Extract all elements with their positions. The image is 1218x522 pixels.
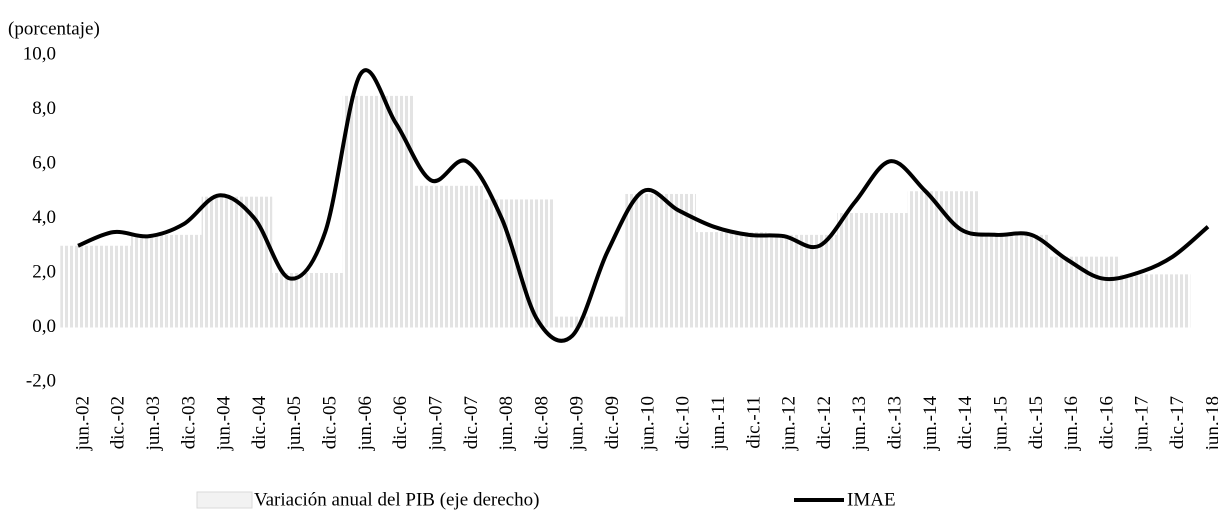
y-tick-label: 4,0 [32,207,56,228]
bar [201,196,237,328]
x-tick-label: dic.-14 [955,396,976,450]
bar [872,213,908,328]
x-tick-label: jun.-09 [567,396,588,451]
x-tick-label: jun.-04 [214,396,235,452]
x-tick-label: jun.-17 [1132,396,1153,451]
x-tick-label: jun.-05 [284,396,305,451]
bar [1084,256,1120,328]
x-tick-label: jun.-02 [72,396,93,451]
x-tick-label: jun.-11 [708,396,729,451]
y-tick-label: 10,0 [23,43,56,64]
y-tick-label: -2,0 [26,370,56,391]
bar [1155,274,1191,328]
bar [837,213,873,328]
line [77,68,1210,343]
x-tick-label: jun.-08 [496,396,517,451]
x-tick-label: jun.-14 [920,396,941,452]
x-tick-label: dic.-03 [178,396,199,449]
x-tick-label: dic.-02 [108,396,129,449]
legend-label: IMAE [847,489,896,510]
x-tick-label: dic.-04 [249,396,270,450]
bar [1013,234,1050,328]
x-tick-label: dic.-11 [743,396,764,449]
bar [130,234,167,328]
bar [95,245,131,328]
bar [519,199,555,328]
bar [378,95,414,328]
x-tick-label: jun.-07 [425,396,446,451]
bar [272,273,308,328]
bar [943,191,979,328]
legend-label: Variación anual del PIB (eje derecho) [254,489,539,510]
bar [1119,274,1156,328]
x-tick-label: jun.-06 [355,396,376,451]
y-tick-label: 8,0 [32,98,56,119]
bar [413,185,449,328]
x-tick-label: jun.-15 [990,396,1011,451]
bar [766,234,802,328]
x-tick-label: dic.-10 [673,396,694,449]
bar [166,234,202,328]
x-tick-label: dic.-06 [390,396,411,449]
bar [695,232,732,328]
x-tick-label: dic.-17 [1167,396,1188,449]
bar [554,316,591,328]
bar [448,185,485,328]
x-tick-label: jun.-18 [1202,396,1218,451]
bar [342,95,379,328]
bar [660,193,696,328]
x-tick-label: jun.-03 [143,396,164,451]
legend-swatch [196,491,253,509]
y-axis-label: (porcentaje) [8,18,100,39]
bar [978,234,1014,328]
x-tick-label: jun.-12 [779,396,800,451]
bar [907,191,944,328]
bar [307,273,343,328]
x-tick-label: dic.-07 [461,396,482,449]
x-tick-label: dic.-08 [531,396,552,449]
bar [625,193,661,328]
y-tick-label: 0,0 [32,316,56,337]
bar [801,234,838,328]
x-tick-label: dic.-05 [320,396,341,449]
bar [731,232,767,328]
y-tick-label: 6,0 [32,152,56,173]
x-tick-label: jun.-10 [637,396,658,451]
y-tick-label: 2,0 [32,261,56,282]
x-tick-label: dic.-09 [602,396,623,449]
x-tick-label: dic.-12 [814,396,835,449]
bar [60,245,96,328]
x-tick-label: dic.-13 [885,396,906,449]
bar [590,316,626,328]
x-tick-label: jun.-13 [849,396,870,451]
x-tick-label: dic.-15 [1026,396,1047,449]
x-tick-label: jun.-16 [1061,396,1082,451]
x-tick-label: dic.-16 [1096,396,1117,449]
